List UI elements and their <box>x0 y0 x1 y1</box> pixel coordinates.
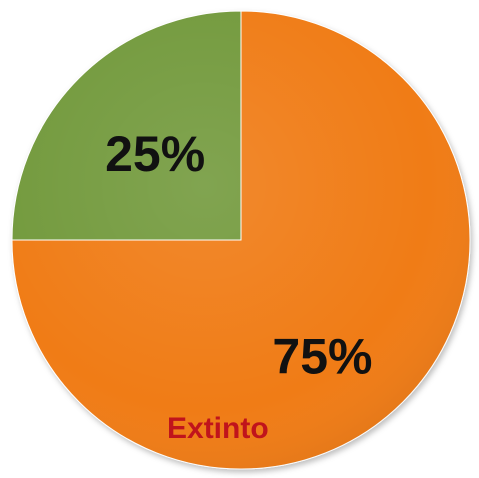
slice-labels: 75%Extinto 25% <box>105 126 372 445</box>
slice-category-label-0: Extinto <box>167 412 269 445</box>
slice-value-label-0: 75% <box>272 328 372 384</box>
slice-value-label-1: 25% <box>105 126 205 182</box>
pie-shine-overlay <box>12 11 470 469</box>
